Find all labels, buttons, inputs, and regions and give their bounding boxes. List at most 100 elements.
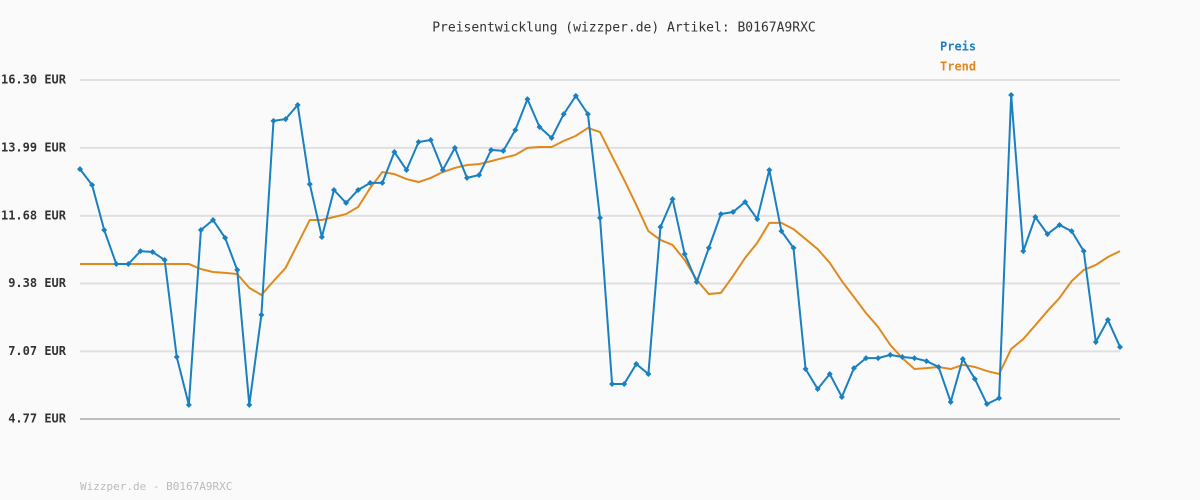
point-marker xyxy=(113,261,120,268)
point-marker xyxy=(367,179,374,186)
point-marker xyxy=(1068,228,1075,235)
point-marker xyxy=(572,92,579,99)
point-marker xyxy=(996,395,1003,402)
point-marker xyxy=(645,371,652,378)
point-marker xyxy=(826,371,833,378)
point-marker xyxy=(137,248,144,255)
point-marker xyxy=(330,186,337,193)
point-marker xyxy=(971,376,978,383)
point-marker xyxy=(548,134,555,141)
point-marker xyxy=(318,234,325,241)
point-marker xyxy=(185,401,192,408)
footer: Wizzper.de - B0167A9RXC xyxy=(80,480,232,493)
point-marker xyxy=(1032,214,1039,221)
point-marker xyxy=(633,361,640,368)
point-marker xyxy=(197,226,204,233)
point-marker xyxy=(101,226,108,233)
point-marker xyxy=(863,355,870,362)
point-marker xyxy=(742,199,749,206)
point-marker xyxy=(802,366,809,373)
point-marker xyxy=(355,186,362,193)
point-marker xyxy=(403,166,410,173)
point-marker xyxy=(790,244,797,251)
point-marker xyxy=(282,116,289,123)
point-marker xyxy=(1117,343,1123,350)
point-marker xyxy=(887,351,894,358)
point-marker xyxy=(1044,231,1051,238)
point-marker xyxy=(488,146,495,153)
point-marker xyxy=(306,181,313,188)
point-marker xyxy=(560,111,567,118)
point-marker xyxy=(766,166,773,173)
y-tick-label: 16.30 EUR xyxy=(1,73,67,87)
series-line xyxy=(80,126,1121,376)
point-marker xyxy=(584,111,591,118)
point-marker xyxy=(246,401,253,408)
point-marker xyxy=(1104,316,1111,323)
point-marker xyxy=(161,256,168,263)
point-marker xyxy=(959,356,966,363)
point-marker xyxy=(657,224,664,231)
y-tick-label: 7.07 EUR xyxy=(8,344,67,358)
point-marker xyxy=(875,355,882,362)
point-marker xyxy=(681,251,688,258)
point-marker xyxy=(210,216,217,223)
point-marker xyxy=(597,214,603,221)
y-tick-label: 11.68 EUR xyxy=(1,208,67,222)
point-marker xyxy=(778,228,785,235)
point-marker xyxy=(935,363,942,370)
point-marker xyxy=(899,353,906,360)
point-marker xyxy=(77,166,83,173)
point-marker xyxy=(536,124,543,131)
point-marker xyxy=(754,216,761,223)
point-marker xyxy=(500,147,507,154)
y-tick-label: 9.38 EUR xyxy=(8,276,67,290)
point-marker xyxy=(343,199,350,206)
point-marker xyxy=(391,149,398,156)
point-marker xyxy=(439,166,446,173)
point-marker xyxy=(947,398,954,405)
point-marker xyxy=(463,174,470,181)
point-marker xyxy=(717,211,724,218)
point-marker xyxy=(1008,91,1015,98)
point-marker xyxy=(149,248,156,255)
point-marker xyxy=(125,261,132,268)
point-marker xyxy=(621,381,628,388)
point-marker xyxy=(850,365,857,372)
point-marker xyxy=(234,266,241,273)
point-marker xyxy=(415,139,422,146)
point-marker xyxy=(1020,248,1027,255)
point-marker xyxy=(1080,248,1087,255)
point-marker xyxy=(838,393,845,400)
point-marker xyxy=(173,353,180,360)
y-tick-label: 4.77 EUR xyxy=(8,412,67,426)
point-marker xyxy=(609,381,616,388)
legend-label: Preis xyxy=(940,40,976,54)
point-marker xyxy=(911,355,918,362)
point-marker xyxy=(923,358,930,365)
point-marker xyxy=(1092,338,1099,345)
point-marker xyxy=(730,209,737,216)
point-marker xyxy=(512,126,519,133)
chart-title: Preisentwicklung (wizzper.de) Artikel: B… xyxy=(432,21,816,36)
point-marker xyxy=(451,144,458,151)
point-marker xyxy=(814,386,821,393)
point-marker xyxy=(427,136,434,143)
y-tick-label: 13.99 EUR xyxy=(1,140,67,154)
point-marker xyxy=(270,117,277,124)
point-marker xyxy=(258,311,265,318)
point-marker xyxy=(693,278,700,285)
point-marker xyxy=(983,401,990,408)
point-marker xyxy=(669,196,676,203)
point-marker xyxy=(476,171,483,178)
point-marker xyxy=(1056,221,1063,228)
point-marker xyxy=(222,234,229,241)
point-marker xyxy=(294,101,301,108)
legend-label: Trend xyxy=(940,60,976,74)
point-marker xyxy=(524,96,531,103)
point-marker xyxy=(705,244,712,251)
point-marker xyxy=(89,181,96,188)
point-marker xyxy=(379,179,386,186)
